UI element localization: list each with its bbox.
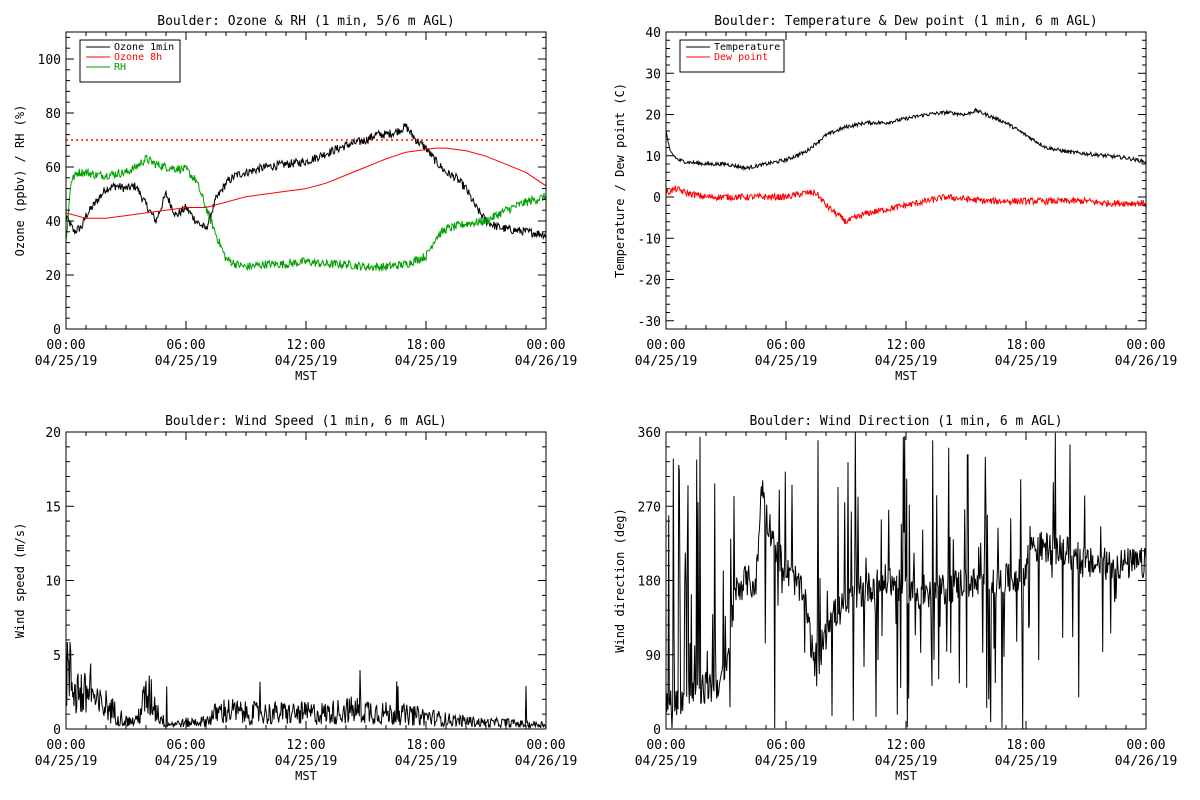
chart-panel-3: Boulder: Wind Speed (1 min, 6 m AGL) 0 5 10… xyxy=(13,414,577,783)
x-tick-label: 00:00 xyxy=(46,338,85,353)
x-tick-label: 18:00 xyxy=(406,738,445,753)
series-line-1 xyxy=(666,432,1146,729)
x-tick-label: 18:00 xyxy=(406,338,445,353)
x-tick-label: 18:00 xyxy=(1006,338,1045,353)
x-tick-label: 00:00 xyxy=(1126,338,1165,353)
x-tick-date: 04/25/19 xyxy=(635,754,698,769)
series-line-2 xyxy=(66,147,546,219)
chart-title: Boulder: Wind Speed (1 min, 6 m AGL) xyxy=(165,414,447,429)
y-tick-label: 10 xyxy=(45,575,61,590)
y-tick-label: 0 xyxy=(53,323,61,338)
y-tick-label: 30 xyxy=(645,67,661,82)
x-tick-date: 04/26/19 xyxy=(515,754,578,769)
y-tick-label: -30 xyxy=(638,315,661,330)
x-tick-date: 04/25/19 xyxy=(875,754,938,769)
x-tick-label: 00:00 xyxy=(646,338,685,353)
x-tick-label: 06:00 xyxy=(166,338,205,353)
x-tick-date: 04/25/19 xyxy=(635,354,698,369)
legend-entry: Temperature xyxy=(714,42,780,53)
x-tick-label: 18:00 xyxy=(1006,738,1045,753)
y-axis-label: Wind speed (m/s) xyxy=(13,523,27,639)
x-tick-date: 04/25/19 xyxy=(35,754,98,769)
x-tick-label: 12:00 xyxy=(286,338,325,353)
x-axis-label: MST xyxy=(895,369,917,383)
chart-title: Boulder: Wind Direction (1 min, 6 m AGL) xyxy=(749,414,1062,429)
x-tick-date: 04/25/19 xyxy=(275,754,338,769)
x-tick-date: 04/25/19 xyxy=(155,754,218,769)
x-tick-date: 04/25/19 xyxy=(395,354,458,369)
x-tick-label: 00:00 xyxy=(526,338,565,353)
chart-panel-2: Boulder: Temperature & Dew point (1 min,… xyxy=(613,14,1177,383)
legend-entry: RH xyxy=(114,62,126,73)
x-axis-label: MST xyxy=(895,769,917,783)
y-tick-label: 5 xyxy=(53,649,61,664)
x-tick-label: 06:00 xyxy=(166,738,205,753)
series-line-1 xyxy=(66,641,546,729)
chart-title: Boulder: Ozone & RH (1 min, 5/6 m AGL) xyxy=(157,14,454,29)
y-axis-label: Temperature / Dew point (C) xyxy=(613,83,627,278)
y-tick-label: 100 xyxy=(38,53,61,68)
series-line-1 xyxy=(666,107,1146,172)
y-tick-label: 90 xyxy=(645,649,661,664)
x-tick-date: 04/25/19 xyxy=(755,354,818,369)
legend-entry: Dew point xyxy=(714,52,768,63)
x-tick-date: 04/26/19 xyxy=(1115,754,1178,769)
x-tick-date: 04/25/19 xyxy=(995,354,1058,369)
x-tick-date: 04/25/19 xyxy=(275,354,338,369)
x-tick-date: 04/25/19 xyxy=(995,754,1058,769)
x-axis-label: MST xyxy=(295,769,317,783)
x-tick-label: 06:00 xyxy=(766,338,805,353)
x-tick-date: 04/26/19 xyxy=(1115,354,1178,369)
y-axis-label: Wind direction (deg) xyxy=(613,508,627,653)
series-line-3 xyxy=(66,154,546,272)
y-tick-label: 15 xyxy=(45,500,61,515)
y-tick-label: 20 xyxy=(45,426,61,441)
y-tick-label: 360 xyxy=(638,426,661,441)
x-tick-label: 06:00 xyxy=(766,738,805,753)
x-tick-date: 04/25/19 xyxy=(755,754,818,769)
plot-frame xyxy=(665,431,1147,730)
y-tick-label: -10 xyxy=(638,232,661,247)
x-tick-label: 00:00 xyxy=(646,738,685,753)
chart-panel-1: Boulder: Ozone & RH (1 min, 5/6 m AGL) 0 2… xyxy=(13,14,577,383)
x-axis-label: MST xyxy=(295,369,317,383)
x-tick-label: 12:00 xyxy=(886,738,925,753)
chart-title: Boulder: Temperature & Dew point (1 min,… xyxy=(714,14,1098,29)
chart-panel-4: Boulder: Wind Direction (1 min, 6 m AGL)… xyxy=(613,414,1177,783)
y-tick-label: 10 xyxy=(645,150,661,165)
x-tick-label: 12:00 xyxy=(286,738,325,753)
y-tick-label: 80 xyxy=(45,107,61,122)
legend-entry: Ozone 1min xyxy=(114,42,174,53)
y-axis-label: Ozone (ppbv) / RH (%) xyxy=(13,105,27,257)
x-tick-label: 12:00 xyxy=(886,338,925,353)
series-line-1 xyxy=(66,123,546,241)
x-tick-label: 00:00 xyxy=(1126,738,1165,753)
x-tick-label: 00:00 xyxy=(526,738,565,753)
plot-frame xyxy=(65,431,547,730)
legend-entry: Ozone 8h xyxy=(114,52,162,63)
x-tick-label: 00:00 xyxy=(46,738,85,753)
y-tick-label: 180 xyxy=(638,575,661,590)
series-line-2 xyxy=(666,185,1146,225)
y-tick-label: -20 xyxy=(638,274,661,289)
y-tick-label: 20 xyxy=(45,269,61,284)
x-tick-date: 04/26/19 xyxy=(515,354,578,369)
y-tick-label: 40 xyxy=(645,26,661,41)
y-tick-label: 270 xyxy=(638,500,661,515)
y-tick-label: 0 xyxy=(653,191,661,206)
x-tick-date: 04/25/19 xyxy=(155,354,218,369)
y-tick-label: 60 xyxy=(45,161,61,176)
x-tick-date: 04/25/19 xyxy=(875,354,938,369)
y-tick-label: 20 xyxy=(645,109,661,124)
plot-frame xyxy=(665,31,1147,330)
x-tick-date: 04/25/19 xyxy=(395,754,458,769)
x-tick-date: 04/25/19 xyxy=(35,354,98,369)
y-tick-label: 0 xyxy=(653,723,661,738)
y-tick-label: 0 xyxy=(53,723,61,738)
y-tick-label: 40 xyxy=(45,215,61,230)
